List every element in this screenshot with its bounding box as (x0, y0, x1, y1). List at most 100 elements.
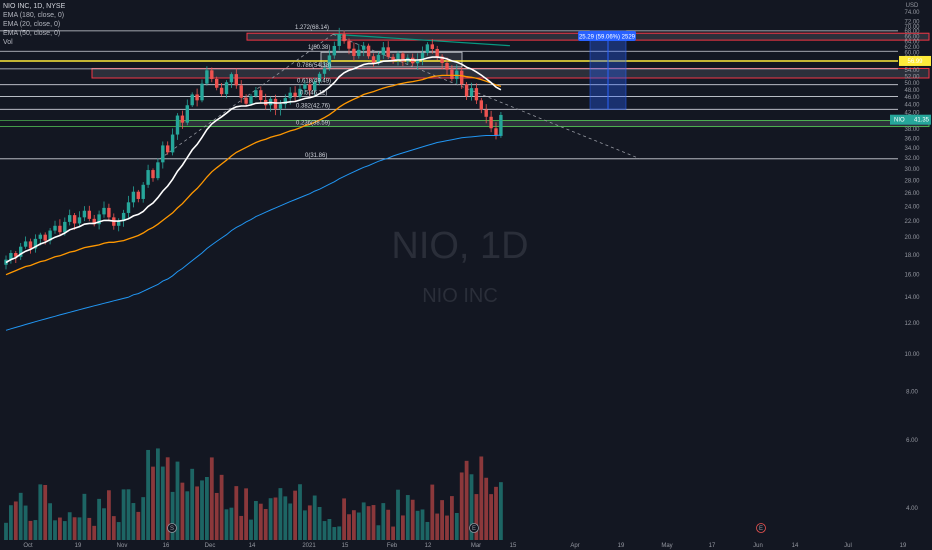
candle-body (215, 78, 219, 88)
candle-body (190, 94, 194, 106)
candle-body (298, 88, 302, 97)
volume-bar (23, 505, 28, 540)
volume-bar (53, 520, 57, 540)
candle-body (440, 56, 444, 64)
time-axis[interactable]: Oct 19 Nov 16 Dec 14 2021 15 Feb 12 Mar 15 Apr 19 May 1… (23, 543, 907, 549)
candle-body (244, 97, 248, 104)
volume-bar (415, 510, 420, 540)
volume-bar (244, 488, 248, 540)
ema-lines (5, 56, 502, 331)
zone-rect (179, 120, 930, 128)
volume-bar (234, 486, 239, 540)
candle-body (401, 53, 405, 62)
volume-bar (386, 509, 391, 540)
volume-bar (298, 484, 302, 540)
price-axis-tick: 44.00 (904, 102, 920, 108)
volume-bar (48, 503, 52, 540)
price-axis-tick: 62.00 (904, 45, 920, 51)
price-axis-tick: 34.00 (904, 146, 920, 152)
candle-body (460, 70, 464, 85)
volume-bar (420, 509, 425, 540)
candle-body (77, 217, 82, 224)
symbol-watermark: NIO, 1D NIO INC (391, 225, 528, 307)
volume-bar (484, 477, 489, 540)
volume-bar (391, 526, 395, 540)
volume-bar (151, 466, 155, 540)
candle-body (489, 116, 493, 129)
volume-bar (352, 510, 356, 540)
price-axis-tick: 36.00 (904, 136, 920, 142)
price-axis-tick: 32.00 (904, 156, 920, 162)
time-axis-label: Jul (844, 543, 852, 549)
price-axis-tick: 10.00 (904, 352, 920, 358)
volume-bar (180, 482, 185, 540)
horizontal-levels[interactable] (0, 30, 898, 160)
legend-ema20[interactable]: EMA (20, close, 0) (3, 21, 61, 28)
volume-bar (342, 498, 346, 540)
candle-body (23, 241, 28, 247)
volume-bar (479, 456, 484, 540)
price-badges: 56.99 NIO 41.35 (890, 55, 931, 125)
legend-symbol-title[interactable]: NIO INC, 1D, NYSE (3, 3, 66, 10)
volume-bar (209, 457, 214, 540)
trendline-dashed (332, 33, 641, 160)
volume-bar (33, 520, 38, 540)
volume-bar (200, 480, 204, 540)
fib-level-label: 0.236(38.59) (296, 121, 330, 127)
candle-body (435, 48, 439, 57)
price-badge-value: 41.35 (914, 118, 930, 124)
legend-volume[interactable]: Vol (3, 39, 13, 46)
volume-bar (307, 505, 312, 540)
candle-body (327, 55, 332, 69)
measure-label-text: 25.29 (59.06%) 2529 (579, 35, 636, 41)
price-axis-tick: 60.00 (904, 50, 920, 56)
candle-body (499, 114, 503, 136)
time-axis-label: Dec (205, 543, 216, 549)
candle-body (308, 84, 312, 91)
volume-bar (273, 497, 278, 540)
candle-body (121, 212, 126, 222)
candlestick-series (4, 27, 503, 270)
price-range-measure[interactable]: 25.29 (59.06%) 2529 (578, 30, 636, 110)
time-axis-label: Oct (23, 543, 33, 549)
volume-bar (396, 489, 400, 540)
trendlines[interactable] (159, 33, 641, 160)
volume-bar (13, 501, 18, 540)
candle-body (371, 56, 376, 64)
price-axis-tick: 24.00 (904, 204, 920, 210)
time-axis-label: Apr (570, 543, 579, 549)
volume-bar (376, 525, 381, 540)
zone-rect (91, 67, 930, 79)
candle-body (219, 87, 224, 95)
candle-body (224, 82, 229, 95)
event-marker-circle (469, 523, 479, 533)
volume-bar (440, 500, 444, 540)
price-axis-tick: 38.00 (904, 127, 920, 133)
price-axis-tick: 20.00 (904, 235, 920, 241)
candle-body (366, 45, 371, 57)
event-marker-label: E (472, 526, 476, 532)
legend-ema50[interactable]: EMA (50, close, 0) (3, 30, 61, 37)
price-axis-tick: 14.00 (904, 295, 920, 301)
fib-level-label: 1.272(68.14) (295, 25, 329, 31)
price-axis-tick: 66.00 (904, 34, 920, 40)
volume-bar (28, 520, 33, 540)
volume-bar (474, 494, 479, 540)
volume-bar (312, 495, 317, 540)
volume-bar (254, 500, 258, 540)
candle-body (337, 34, 341, 46)
trendline-resistance (332, 33, 511, 47)
volume-bar (293, 490, 297, 540)
volume-bar (435, 513, 440, 540)
price-axis-tick: 48.00 (904, 88, 920, 94)
time-axis-label: 14 (792, 543, 799, 549)
volume-bar (156, 448, 160, 540)
volume-bar (214, 492, 219, 540)
legend-ema180[interactable]: EMA (180, close, 0) (3, 12, 65, 19)
volume-bar (111, 516, 116, 540)
volume-bar (337, 526, 342, 540)
volume-bar (489, 494, 493, 540)
